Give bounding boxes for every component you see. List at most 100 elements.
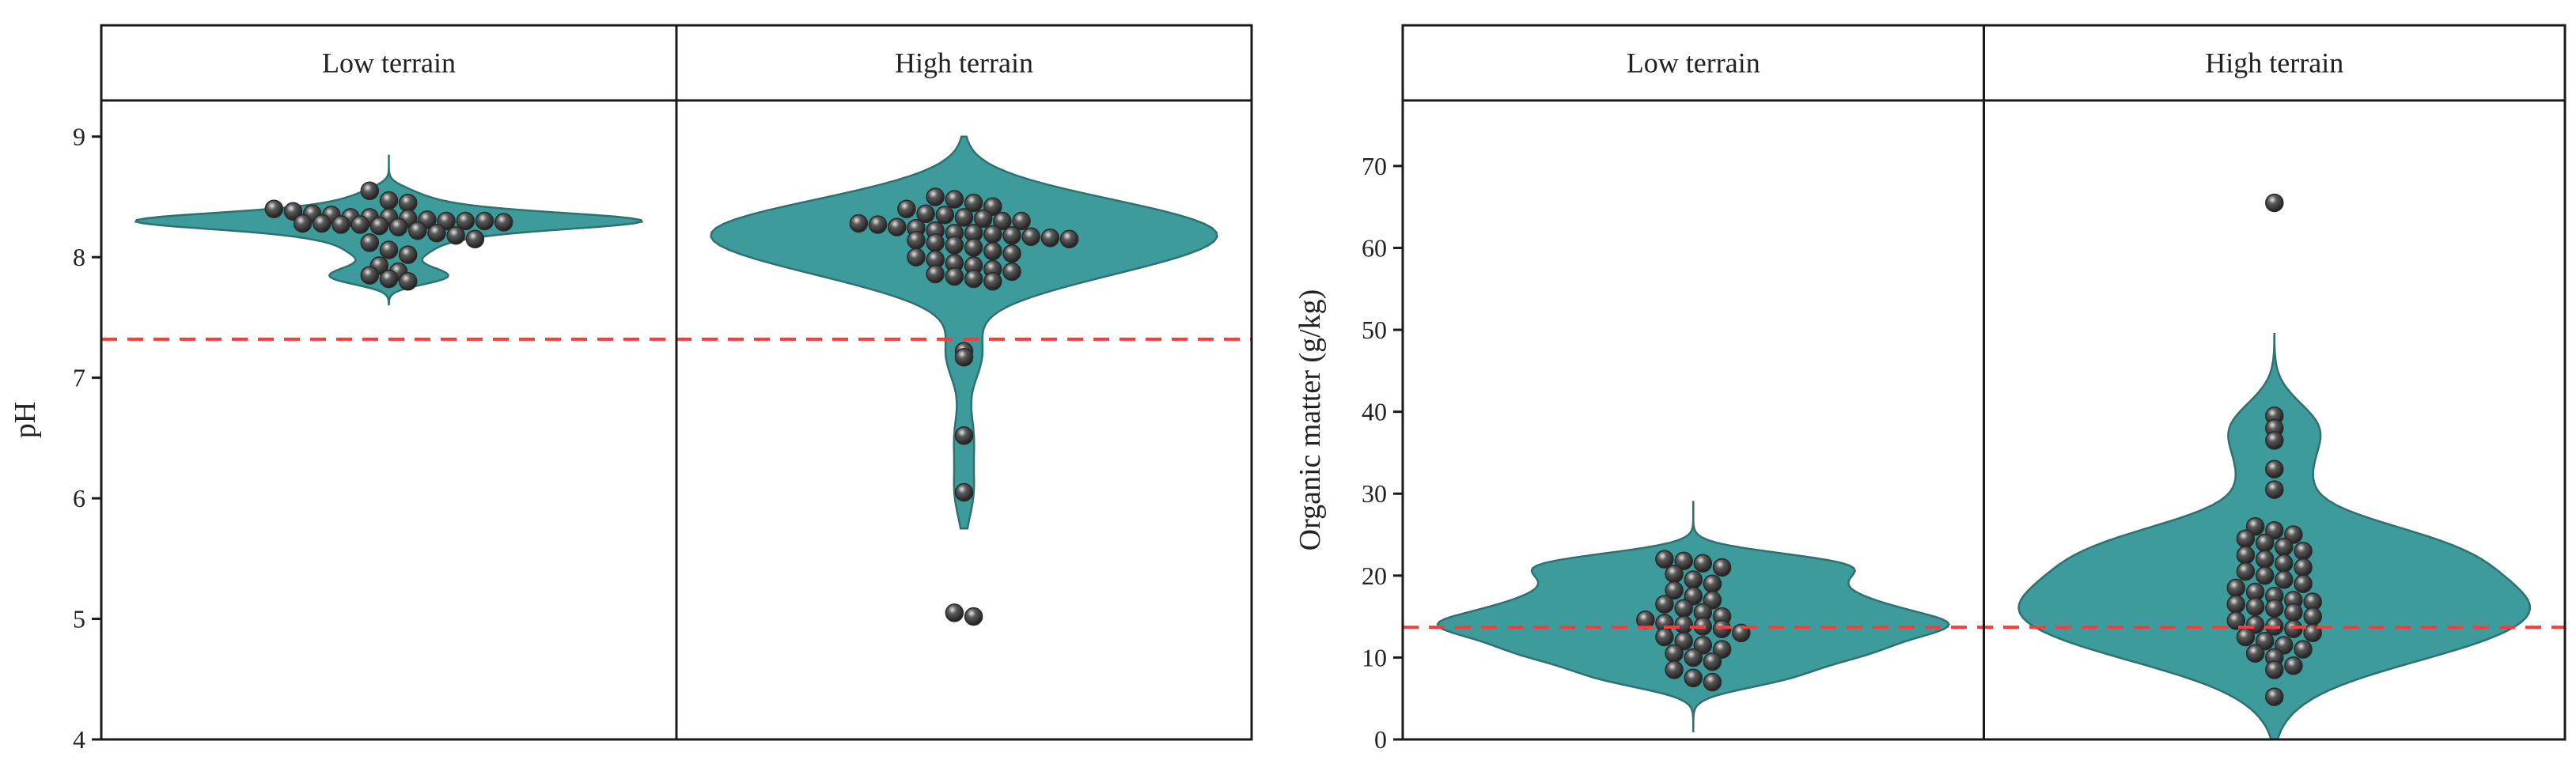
strip-label-low-terrain: Low terrain xyxy=(322,47,456,79)
data-point xyxy=(897,199,916,218)
data-point xyxy=(465,229,485,249)
data-point xyxy=(2265,193,2284,213)
data-point xyxy=(2265,431,2284,450)
data-point xyxy=(1655,627,1674,647)
data-point xyxy=(2255,533,2275,553)
violin-low-terrain xyxy=(134,154,644,306)
data-point xyxy=(2255,566,2275,585)
data-point xyxy=(964,269,983,289)
violin-high-terrain xyxy=(710,135,1218,530)
data-point xyxy=(2245,597,2265,616)
data-point xyxy=(993,211,1012,231)
data-point xyxy=(2236,561,2256,581)
y-tick-label: 20 xyxy=(1362,561,1387,590)
data-point xyxy=(360,181,380,201)
data-point xyxy=(1703,591,1722,610)
data-point xyxy=(1059,229,1079,249)
y-tick-label: 4 xyxy=(73,725,85,754)
data-point xyxy=(1684,586,1703,606)
data-point xyxy=(264,199,284,218)
data-point xyxy=(945,190,964,209)
data-point xyxy=(2265,599,2284,618)
data-point xyxy=(1665,644,1684,663)
data-point xyxy=(2294,558,2313,577)
strip-label-high-terrain: High terrain xyxy=(895,47,1033,79)
data-point xyxy=(379,240,399,259)
data-point xyxy=(2275,636,2294,655)
data-point xyxy=(964,607,983,626)
data-point xyxy=(926,187,945,206)
data-point xyxy=(2275,554,2294,573)
data-point xyxy=(1674,551,1693,570)
data-point xyxy=(1674,615,1693,634)
data-point xyxy=(2236,546,2256,565)
data-point xyxy=(1703,574,1722,593)
data-point xyxy=(1703,652,1722,671)
data-point xyxy=(907,248,926,267)
data-point xyxy=(1002,225,1021,245)
data-point xyxy=(2294,541,2313,561)
y-tick-label: 10 xyxy=(1362,643,1387,671)
data-point xyxy=(1693,636,1713,655)
data-point xyxy=(2226,611,2246,630)
data-point xyxy=(954,347,974,367)
data-point xyxy=(2275,537,2294,557)
data-point xyxy=(888,217,907,236)
data-point xyxy=(2265,459,2284,478)
data-point xyxy=(2226,595,2246,614)
data-point xyxy=(1712,619,1732,638)
data-point xyxy=(388,217,408,236)
data-point xyxy=(2236,529,2256,548)
data-point xyxy=(2294,640,2313,659)
data-point xyxy=(964,238,983,257)
violin-low-terrain xyxy=(1436,501,1950,732)
y-tick-label: 30 xyxy=(1362,479,1387,508)
data-point xyxy=(849,214,869,233)
data-point xyxy=(945,236,964,255)
data-point xyxy=(398,193,418,213)
data-point xyxy=(398,245,418,264)
data-point xyxy=(2255,550,2275,569)
data-point xyxy=(293,214,313,233)
data-point xyxy=(2265,480,2284,499)
y-tick-label: 9 xyxy=(73,123,85,151)
data-point xyxy=(313,214,331,233)
data-point xyxy=(1684,570,1703,589)
data-point xyxy=(1665,660,1684,679)
data-point xyxy=(1693,554,1713,573)
data-point xyxy=(2265,521,2284,540)
y-tick-label: 70 xyxy=(1362,152,1387,180)
data-point xyxy=(954,426,974,445)
data-point xyxy=(1655,550,1674,569)
data-point xyxy=(964,193,983,213)
data-point xyxy=(1684,648,1703,667)
y-tick-label: 5 xyxy=(73,605,85,633)
data-point xyxy=(954,208,974,227)
y-tick-label: 40 xyxy=(1362,398,1387,426)
data-point xyxy=(1712,640,1732,659)
y-tick-label: 8 xyxy=(73,243,85,271)
data-point xyxy=(973,209,993,229)
data-point xyxy=(1040,229,1060,248)
data-point xyxy=(945,603,964,622)
y-tick-label: 7 xyxy=(73,364,85,392)
data-point xyxy=(2275,570,2294,589)
data-point xyxy=(2245,516,2265,536)
data-point xyxy=(926,264,945,284)
data-point xyxy=(360,266,380,285)
data-point xyxy=(379,191,399,210)
organic-matter-chart: Low terrain High terrain 0 10 20 30 40 50 60 70 Or… xyxy=(1294,24,2567,754)
data-point xyxy=(1684,668,1703,688)
data-point xyxy=(2284,619,2303,638)
data-point xyxy=(1674,631,1693,651)
data-point xyxy=(494,213,513,232)
data-point xyxy=(945,267,964,286)
data-point xyxy=(983,225,1002,244)
data-point xyxy=(935,206,955,225)
data-point xyxy=(983,271,1002,291)
y-tick-label: 6 xyxy=(73,484,85,512)
data-point xyxy=(983,241,1002,261)
data-point xyxy=(1703,672,1722,692)
data-point xyxy=(926,233,945,252)
